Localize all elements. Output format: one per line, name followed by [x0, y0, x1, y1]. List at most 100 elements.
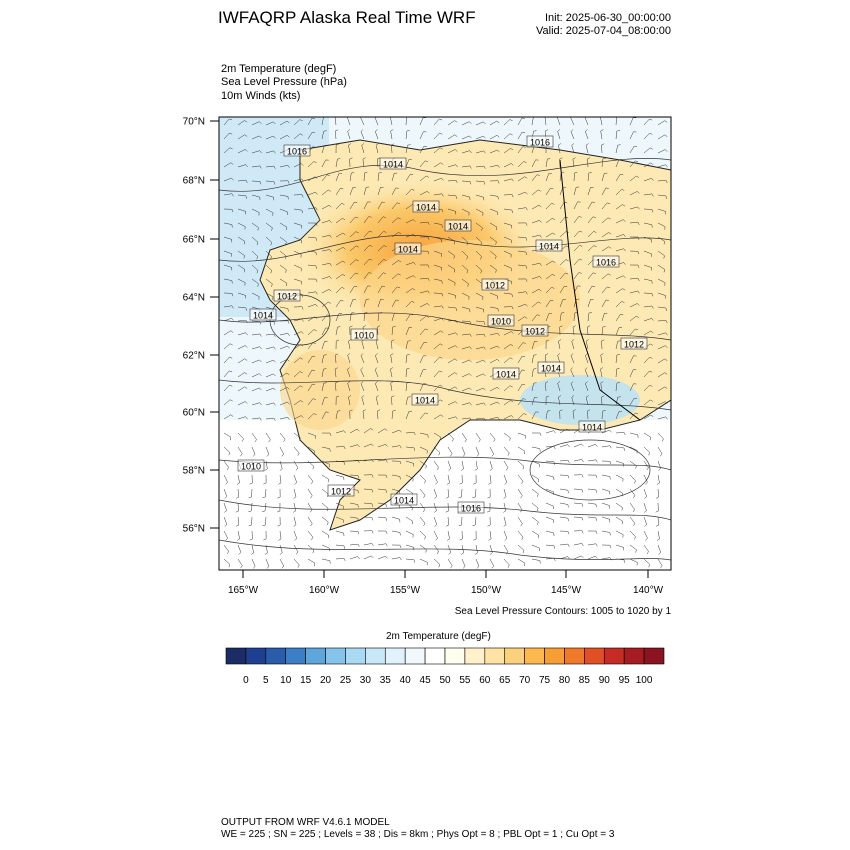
wind-barb	[629, 488, 636, 496]
wind-barb	[405, 262, 414, 266]
wind-barb	[391, 286, 398, 294]
wind-barb	[601, 429, 610, 434]
wind-barb	[293, 460, 299, 469]
colorbar-swatch	[424, 647, 446, 665]
wind-barb	[390, 383, 393, 392]
wind-barb	[293, 163, 302, 168]
lat-label: 66°N	[183, 235, 205, 246]
wind-barb	[279, 306, 288, 309]
wind-barb	[461, 320, 470, 322]
svg-text:1014: 1014	[496, 370, 516, 380]
wind-barb	[419, 488, 426, 496]
wind-barb	[279, 530, 282, 539]
wind-barb	[347, 369, 351, 378]
wind-barb	[377, 444, 386, 448]
wind-barb	[405, 204, 413, 210]
wind-barb	[237, 345, 246, 350]
wind-barb	[657, 134, 665, 140]
field-label-pressure: Sea Level Pressure (hPa)	[221, 76, 347, 88]
wind-barb	[615, 488, 623, 494]
wind-barb	[657, 164, 666, 168]
wind-barb	[559, 428, 568, 434]
wind-barb	[361, 397, 365, 406]
wind-barb	[433, 460, 439, 468]
wind-barb	[601, 313, 605, 322]
wind-barb	[307, 474, 314, 482]
wind-barb	[545, 287, 552, 294]
wind-barb	[587, 285, 593, 294]
wind-barb	[475, 387, 484, 392]
wind-barb	[531, 355, 534, 364]
wind-barb	[545, 460, 554, 463]
wind-barb	[250, 502, 253, 511]
svg-text:1014: 1014	[582, 423, 602, 433]
wind-barb	[321, 276, 330, 280]
wind-barb	[531, 262, 540, 266]
wind-barb	[349, 428, 358, 434]
svg-text:1014: 1014	[448, 222, 468, 232]
wind-barb	[447, 530, 450, 539]
wind-barb	[363, 488, 372, 490]
wind-barb	[489, 530, 492, 539]
wind-barb	[559, 299, 564, 308]
wind-barb	[629, 117, 634, 126]
wind-barb	[558, 341, 561, 350]
colorbar-swatch	[623, 647, 645, 665]
wind-barb	[643, 385, 650, 392]
colorbar-label: 70	[519, 675, 531, 686]
wind-barb	[405, 474, 414, 479]
wind-barb	[279, 194, 288, 197]
wind-barb	[475, 194, 484, 198]
wind-barb	[489, 460, 493, 469]
wind-barb	[461, 544, 464, 553]
wind-barb	[601, 411, 604, 420]
wind-barb	[657, 120, 665, 126]
wind-barb	[615, 288, 623, 294]
wind-barb	[531, 397, 535, 406]
wind-barb	[489, 264, 497, 270]
wind-barb	[279, 333, 288, 336]
wind-barb	[615, 397, 619, 406]
wind-barb	[377, 173, 380, 182]
wind-barb	[447, 120, 455, 126]
init-time: Init: 2025-06-30_00:00:00	[545, 12, 671, 24]
wind-barb	[279, 345, 288, 350]
wind-barb	[391, 313, 395, 322]
wind-barb	[307, 132, 313, 140]
wind-barb	[587, 299, 591, 308]
wind-barb	[279, 558, 284, 567]
colorbar-label: 10	[280, 675, 292, 686]
wind-barb	[447, 516, 450, 525]
wind-barb	[489, 164, 498, 168]
wind-barb	[307, 207, 316, 210]
wind-barb	[629, 446, 638, 451]
wind-barb	[377, 216, 384, 224]
wind-barb	[237, 264, 245, 270]
wind-barb	[375, 131, 379, 140]
colorbar-label: 15	[300, 675, 312, 686]
lat-label: 64°N	[183, 293, 205, 304]
wind-barb	[559, 272, 566, 280]
wind-barb	[657, 386, 665, 392]
wind-barb	[517, 207, 526, 210]
wind-barb	[601, 173, 605, 182]
wind-barb	[503, 558, 510, 566]
wind-barb	[447, 460, 452, 469]
colorbar-swatch	[544, 647, 565, 665]
wind-barb	[419, 131, 424, 140]
colorbar-label: 25	[340, 675, 352, 686]
wind-barb	[461, 402, 470, 406]
colorbar-label: 60	[479, 675, 491, 686]
wind-barb	[279, 372, 288, 378]
wind-barb	[657, 544, 662, 553]
wind-barb	[433, 446, 440, 453]
wind-barb	[475, 544, 478, 553]
wind-barb	[293, 516, 297, 525]
wind-barb	[570, 369, 575, 378]
wind-barb	[475, 432, 481, 440]
wind-barb	[419, 355, 424, 364]
wind-barb	[475, 264, 482, 271]
colorbar-swatch	[345, 647, 366, 665]
wind-barb	[419, 221, 428, 224]
wind-barb	[531, 460, 540, 465]
